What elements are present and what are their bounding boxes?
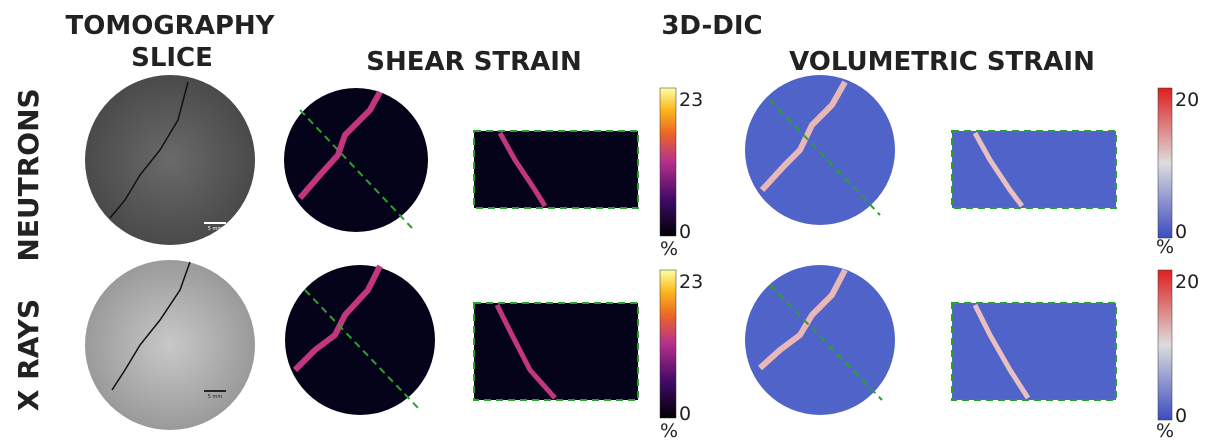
colorbar-min: 0 [1175, 405, 1187, 427]
header: VOLUMETRIC STRAIN [789, 47, 1095, 77]
volumetric-map [745, 75, 1117, 225]
shear-colorbar: 23 0 % [659, 269, 703, 442]
colorbar-unit: % [1156, 420, 1174, 442]
scale-bar-label: 5 mm [208, 394, 223, 400]
shear-map [284, 88, 639, 232]
header: SLICE [131, 43, 213, 73]
volumetric-colorbar: 20 0 % [1156, 87, 1199, 258]
tomography-slice: 5 mm [85, 75, 255, 245]
row-label: NEUTRONS [12, 88, 45, 261]
header: 3D-DIC [661, 11, 762, 41]
volumetric-colorbar: 20 0 % [1156, 269, 1199, 442]
colorbar-min: 0 [679, 221, 691, 243]
colorbar-max: 23 [679, 271, 703, 293]
shear-map [285, 264, 639, 415]
header: TOMOGRAPHY [66, 11, 276, 41]
shear-colorbar: 23 0 % [659, 87, 703, 260]
colorbar-unit: % [1156, 236, 1174, 258]
header: SHEAR STRAIN [366, 47, 581, 77]
row-label: X RAYS [12, 299, 45, 411]
colorbar-unit: % [660, 420, 678, 442]
colorbar-unit: % [660, 238, 678, 260]
colorbar-max: 23 [679, 89, 703, 111]
volumetric-map [745, 265, 1117, 415]
colorbar-max: 20 [1175, 271, 1199, 293]
colorbar-min: 0 [1175, 221, 1187, 243]
scale-bar-label: 5 mm [208, 226, 223, 232]
colorbar-max: 20 [1175, 89, 1199, 111]
colorbar-min: 0 [679, 403, 691, 425]
tomography-slice: 5 mm [85, 260, 255, 430]
